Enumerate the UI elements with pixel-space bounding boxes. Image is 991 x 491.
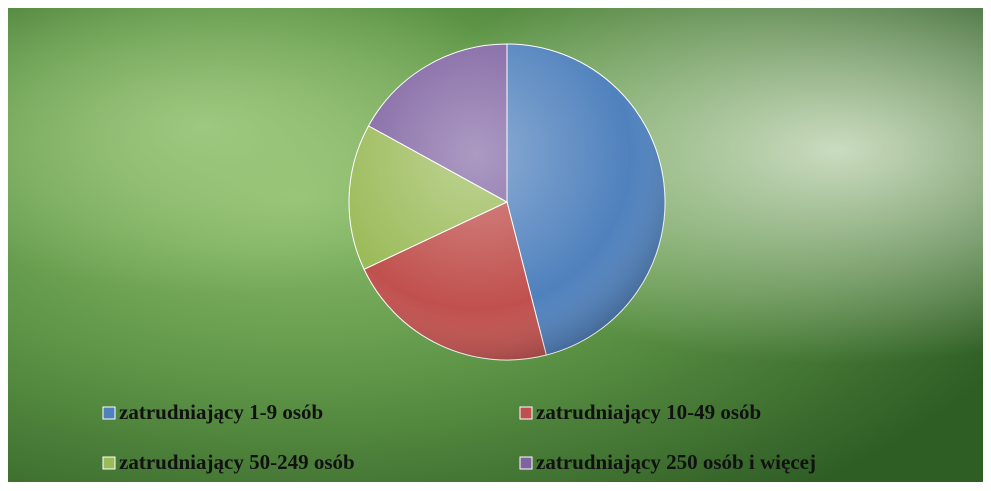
legend-swatch: [520, 457, 532, 469]
legend-label: zatrudniający 10-49 osób: [536, 400, 761, 424]
legend-swatch: [103, 407, 115, 419]
legend-label: zatrudniający 50-249 osób: [119, 450, 355, 474]
legend-label: zatrudniający 1-9 osób: [119, 400, 323, 424]
legend-swatch: [520, 407, 532, 419]
pie: [349, 44, 665, 360]
chart: zatrudniający 1-9 osób zatrudniający 10-4…: [0, 0, 991, 491]
legend-label: zatrudniający 250 osób i więcej: [536, 450, 816, 474]
page: zatrudniający 1-9 osób zatrudniający 10-4…: [0, 0, 991, 491]
legend-swatch: [103, 457, 115, 469]
